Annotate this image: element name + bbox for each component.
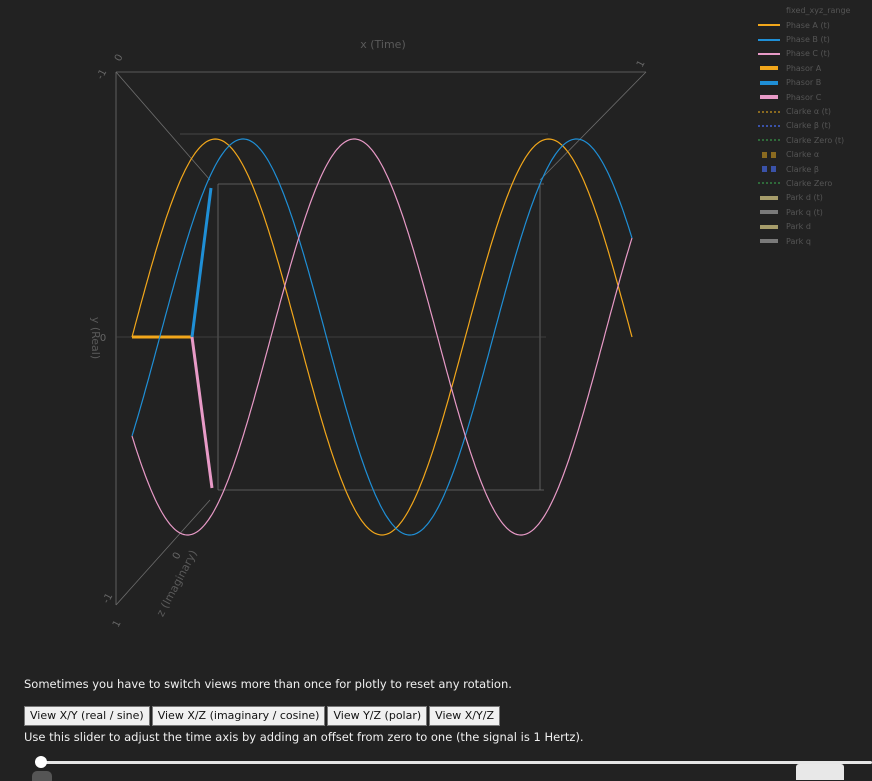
legend-swatch-icon (758, 20, 780, 30)
legend-item[interactable]: Clarke α (758, 148, 870, 162)
legend-label: Clarke α (t) (786, 107, 832, 117)
rotation-note: Sometimes you have to switch views more … (24, 677, 512, 691)
legend-item[interactable]: Park d (t) (758, 191, 870, 205)
legend-swatch-icon (758, 150, 780, 160)
legend-swatch-icon (758, 121, 780, 131)
view-button-row: View X/Y (real / sine) View X/Z (imagina… (24, 706, 500, 726)
legend-swatch-icon (758, 78, 780, 88)
legend-label: Park d (t) (786, 193, 823, 203)
legend-item[interactable]: Clarke β (758, 162, 870, 176)
phasor-c (190, 336, 214, 489)
legend-swatch-icon (758, 35, 780, 45)
tick-z-one: 1 (111, 619, 124, 630)
legend-item[interactable]: Clarke Zero (758, 176, 870, 190)
tick-z-neg: -1 (101, 591, 115, 605)
legend-item[interactable]: Phase B (t) (758, 32, 870, 46)
view-xyz-button[interactable]: View X/Y/Z (429, 706, 500, 726)
legend-label: Phasor A (786, 63, 822, 73)
legend-label: Park d (786, 222, 811, 232)
legend-item[interactable]: Phase A (t) (758, 18, 870, 32)
legend-swatch-icon (758, 207, 780, 217)
legend-label: Clarke β (t) (786, 121, 831, 131)
tick-z-zero: 0 (171, 551, 184, 562)
legend-swatch-icon (758, 107, 780, 117)
legend-label: Clarke Zero (t) (786, 135, 845, 145)
frame-bottom-diag (115, 499, 211, 606)
view-xz-button[interactable]: View X/Z (imaginary / cosine) (151, 706, 326, 726)
slider-tick-marker (32, 771, 52, 781)
3d-plot[interactable]: x (Time) y (Real) z (Imaginary) 0 -1 1 0… (0, 0, 872, 650)
tick-z-top-one: 1 (635, 59, 648, 70)
slider-reset-button[interactable] (796, 764, 844, 780)
legend-item[interactable]: Phase C (t) (758, 47, 870, 61)
legend-label: Clarke β (786, 164, 819, 174)
x-axis-title: x (Time) (360, 38, 406, 51)
series-phase-b (131, 138, 633, 536)
legend-item[interactable]: Clarke Zero (t) (758, 133, 870, 147)
tick-y-zero: 0 (100, 333, 106, 344)
legend-item[interactable]: Park q (t) (758, 205, 870, 219)
legend-swatch-icon (758, 193, 780, 203)
slider-label: Use this slider to adjust the time axis … (24, 730, 584, 744)
legend-swatch-icon (758, 164, 780, 174)
legend-label: Park q (t) (786, 207, 823, 217)
series-phase-c (131, 138, 633, 536)
legend-item[interactable]: Clarke α (t) (758, 104, 870, 118)
phasor-b (190, 187, 213, 338)
legend-swatch-icon (758, 178, 780, 188)
legend-label: Phasor B (786, 78, 822, 88)
legend-swatch-icon (758, 236, 780, 246)
time-offset-slider-track[interactable] (40, 761, 872, 764)
frame-right-diag (539, 71, 647, 181)
legend-swatch-icon (758, 222, 780, 232)
legend-item[interactable]: Phasor A (758, 61, 870, 75)
legend-item[interactable]: Phasor B (758, 76, 870, 90)
legend: fixed_xyz_range Phase A (t) Phase B (t) Ph… (758, 4, 870, 248)
legend-label: Clarke α (786, 150, 820, 160)
series-phase-a (131, 138, 633, 536)
frame-top-diag (115, 71, 211, 181)
legend-swatch-icon (758, 49, 780, 59)
y-axis-title: y (Real) (89, 317, 102, 359)
legend-item[interactable]: Clarke β (t) (758, 119, 870, 133)
tick-z-top-neg: -1 (95, 67, 109, 81)
legend-swatch-icon (758, 135, 780, 145)
legend-label: Phase A (t) (786, 20, 830, 30)
legend-label: Phase C (t) (786, 49, 830, 59)
legend-label: Clarke Zero (786, 178, 833, 188)
legend-label: Phasor C (786, 92, 822, 102)
legend-item[interactable]: Phasor C (758, 90, 870, 104)
legend-title: fixed_xyz_range (786, 6, 851, 15)
view-yz-button[interactable]: View Y/Z (polar) (327, 706, 428, 726)
legend-item[interactable]: Park d (758, 219, 870, 233)
legend-swatch-icon (758, 92, 780, 102)
legend-item[interactable]: Park q (758, 234, 870, 248)
legend-swatch-icon (758, 63, 780, 73)
legend-label: Phase B (t) (786, 35, 830, 45)
legend-label: Park q (786, 236, 811, 246)
view-xy-button[interactable]: View X/Y (real / sine) (24, 706, 150, 726)
time-offset-slider-handle[interactable] (35, 756, 47, 768)
tick-z-top-zero: 0 (113, 53, 126, 64)
